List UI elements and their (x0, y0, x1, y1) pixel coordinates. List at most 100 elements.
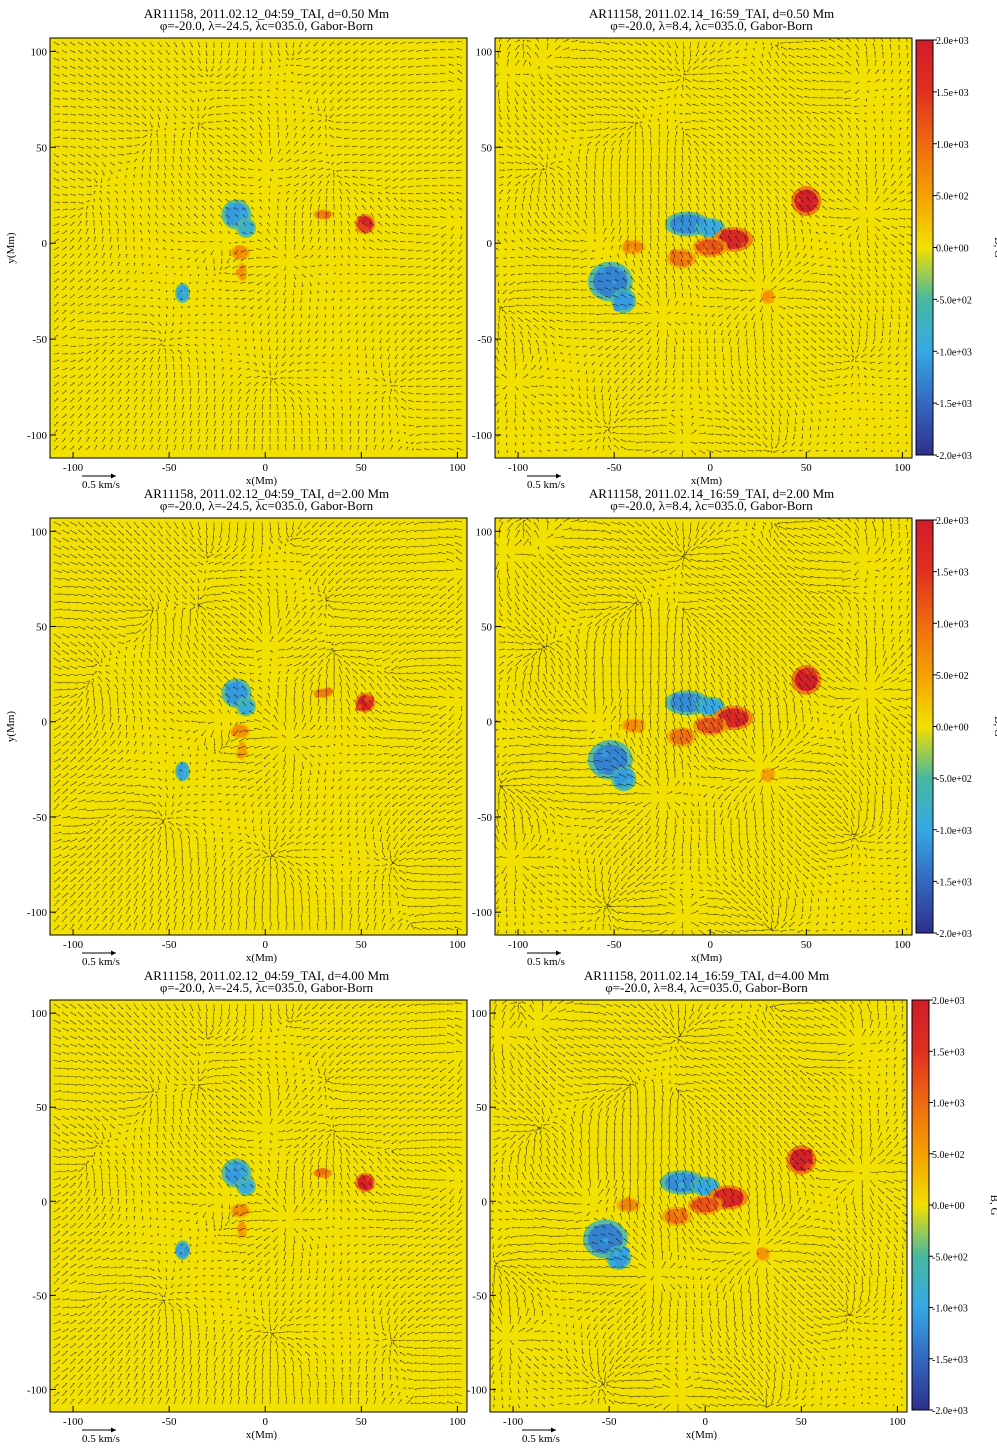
field-speckle (321, 210, 325, 214)
colorbar-tick-label: 1.5e+03 (932, 1047, 965, 1058)
panel-4: AR11158, 2011.02.14_16:59_TAI, d=2.00 Mm… (472, 486, 997, 968)
y-tick-label: 0 (487, 717, 493, 729)
colorbar-tick-label: -1.0e+03 (936, 826, 972, 837)
field-speckle (683, 255, 689, 261)
plot-frame (49, 517, 468, 936)
field-speckle (726, 239, 735, 247)
x-tick-label: -100 (503, 1416, 524, 1428)
panel-subtitle: φ=-20.0, λ=8.4, λc=035.0, Gabor-Born (605, 980, 808, 995)
panel-title: AR11158, 2011.02.12_04:59_TAI, d=4.00 Mm (144, 968, 389, 983)
field-speckle (323, 211, 332, 219)
y-axis-label: y(Mm) (5, 232, 17, 264)
x-axis-label: x(Mm) (246, 952, 278, 964)
plot-frame (489, 999, 908, 1413)
field-speckle (181, 1243, 186, 1249)
field-speckle (316, 213, 323, 220)
field-speckle (737, 717, 745, 725)
field-speckle (314, 692, 321, 699)
field-speckle (807, 196, 812, 201)
x-tick-label: 100 (894, 462, 911, 474)
field-speckle (242, 1178, 248, 1184)
y-tick-label: 50 (36, 622, 48, 634)
x-tick-label: -50 (607, 462, 622, 474)
field-speckle (708, 248, 713, 254)
field-speckle (812, 200, 819, 207)
field-speckle (680, 703, 686, 708)
field-speckle (179, 1247, 185, 1254)
field-speckle (238, 245, 245, 252)
colorbar-label: B, G (988, 1195, 997, 1216)
plot-frame (49, 999, 468, 1413)
y-tick-label: -50 (32, 812, 47, 824)
field-content (490, 1000, 907, 1412)
field-speckle (226, 682, 231, 687)
field-speckle (710, 1204, 715, 1209)
field-speckle (359, 1182, 366, 1189)
field-speckle (321, 691, 327, 697)
velocity-arrows (53, 1002, 463, 1405)
x-tick-label: -50 (602, 1416, 617, 1428)
scale-arrow-head (111, 950, 116, 956)
x-tick-label: 0 (702, 1416, 708, 1428)
field-speckle (716, 717, 723, 724)
y-tick-label: 50 (476, 1102, 488, 1114)
field-speckle (688, 729, 693, 734)
field-content (53, 520, 463, 931)
field-background (50, 1000, 467, 1412)
field-speckle (239, 697, 248, 706)
y-tick-label: 100 (31, 1008, 48, 1020)
field-content (495, 518, 912, 935)
panel-subtitle: φ=-20.0, λ=-24.5, λc=035.0, Gabor-Born (160, 980, 374, 995)
colorbar-tick-label: -1.5e+03 (936, 399, 972, 410)
y-tick-label: -50 (32, 334, 47, 346)
field-speckle (367, 1184, 373, 1190)
field-speckle (676, 219, 681, 225)
x-axis-label: x(Mm) (246, 1429, 278, 1441)
y-tick-label: 100 (476, 526, 493, 538)
colorbar-tick-label: 2.0e+03 (932, 996, 965, 1007)
panel-title: AR11158, 2011.02.14_16:59_TAI, d=0.50 Mm (589, 6, 834, 21)
field-speckle (319, 1167, 326, 1175)
scale-arrow-head (111, 473, 116, 479)
panel-title: AR11158, 2011.02.14_16:59_TAI, d=4.00 Mm (584, 968, 829, 983)
field-speckle (765, 1256, 770, 1260)
velocity-arrows (53, 520, 463, 931)
colorbar-tick-label: 1.0e+03 (936, 619, 969, 630)
plot-frame (494, 517, 913, 936)
x-tick-label: 100 (894, 939, 911, 951)
field-speckle (230, 1171, 235, 1177)
colorbar: 2.0e+03 1.5e+03 1.0e+03 5.0e+02 0.0e+00 -5.0e… (911, 996, 997, 1417)
field-speckle (242, 750, 248, 756)
y-tick-label: 50 (481, 142, 493, 154)
scale-arrow-head (556, 473, 561, 479)
colorbar: 2.0e+03 1.5e+03 1.0e+03 5.0e+02 0.0e+00 -5.0e… (915, 516, 997, 940)
x-tick-label: 50 (356, 1416, 368, 1428)
field-speckle (241, 1228, 247, 1234)
field-speckle (609, 1260, 618, 1268)
plot-frame (49, 37, 468, 459)
field-speckle (611, 280, 616, 285)
field-speckle (358, 215, 363, 221)
field-speckle (324, 687, 333, 695)
x-tick-label: -50 (162, 939, 177, 951)
velocity-arrows (490, 1000, 907, 1412)
colorbar-tick-label: 0.0e+00 (932, 1201, 965, 1212)
field-speckle (241, 252, 245, 257)
x-tick-label: -100 (63, 939, 84, 951)
panel-6: AR11158, 2011.02.14_16:59_TAI, d=4.00 Mm… (467, 968, 997, 1445)
y-tick-label: -50 (32, 1290, 47, 1302)
field-speckle (227, 1164, 234, 1171)
y-tick-label: -100 (27, 907, 48, 919)
field-speckle (236, 268, 244, 276)
field-speckle (627, 770, 632, 775)
field-speckle (765, 293, 771, 299)
colorbar-tick-label: -1.5e+03 (932, 1355, 968, 1366)
colorbar-bar (915, 39, 934, 456)
colorbar-tick-label: -2.0e+03 (932, 1406, 968, 1417)
field-speckle (181, 769, 185, 774)
colorbar-tick-label: -2.0e+03 (936, 451, 972, 462)
field-speckle (796, 197, 801, 203)
field-speckle (673, 1209, 682, 1217)
field-speckle (723, 1201, 730, 1209)
